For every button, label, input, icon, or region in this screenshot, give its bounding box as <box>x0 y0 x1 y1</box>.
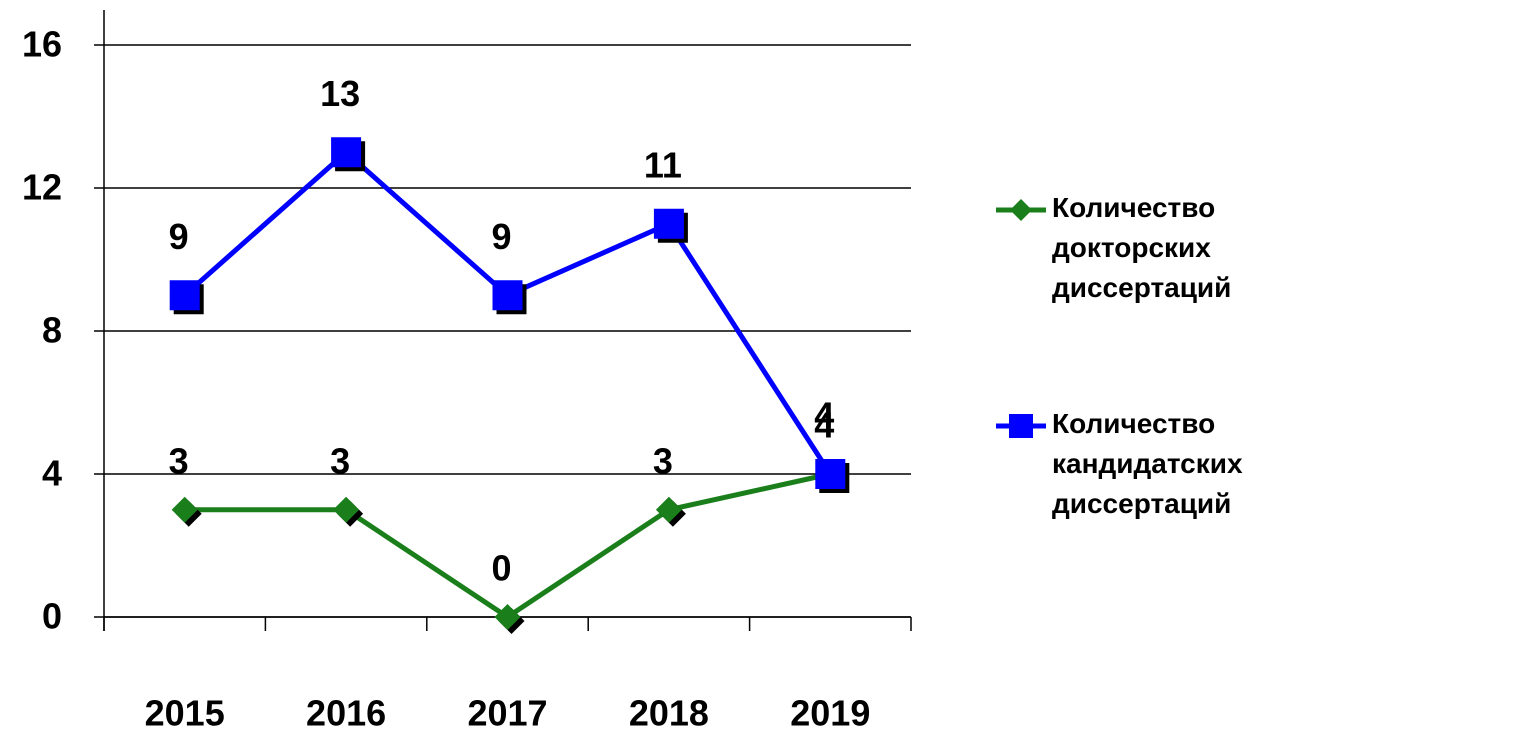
marker <box>331 137 362 168</box>
data-label: 0 <box>491 548 511 589</box>
data-label: 3 <box>653 440 673 481</box>
marker <box>169 280 200 311</box>
marker <box>815 459 846 489</box>
x-tick-label: 2015 <box>145 693 225 729</box>
x-tick-label: 2016 <box>306 693 386 729</box>
data-label: 4 <box>814 395 834 436</box>
marker <box>492 280 523 311</box>
y-tick-label: 8 <box>42 310 62 351</box>
series-line <box>184 471 831 621</box>
y-tick-label: 4 <box>42 453 62 494</box>
legend-marker <box>1009 414 1033 438</box>
data-label: 4 <box>814 405 834 446</box>
y-tick-label: 0 <box>42 596 62 637</box>
marker <box>655 496 682 523</box>
marker <box>494 604 521 630</box>
data-label: 3 <box>169 440 189 481</box>
data-label: 3 <box>330 440 350 481</box>
x-tick-label: 2018 <box>629 693 709 729</box>
y-tick-label: 16 <box>22 24 62 65</box>
x-tick-label: 2017 <box>467 693 547 729</box>
marker <box>171 496 198 523</box>
marker <box>333 496 360 523</box>
x-tick-label: 2019 <box>790 693 870 729</box>
data-label: 13 <box>320 73 360 114</box>
y-tick-label: 12 <box>22 167 62 208</box>
marker <box>653 208 684 239</box>
legend-marker <box>1010 199 1032 221</box>
data-label: 9 <box>491 216 511 257</box>
legend-label: Количество докторских диссертаций <box>1052 192 1232 303</box>
data-label: 11 <box>644 144 682 185</box>
data-label: 9 <box>169 216 189 257</box>
legend-label: Количество кандидатских диссертаций <box>1052 408 1243 519</box>
